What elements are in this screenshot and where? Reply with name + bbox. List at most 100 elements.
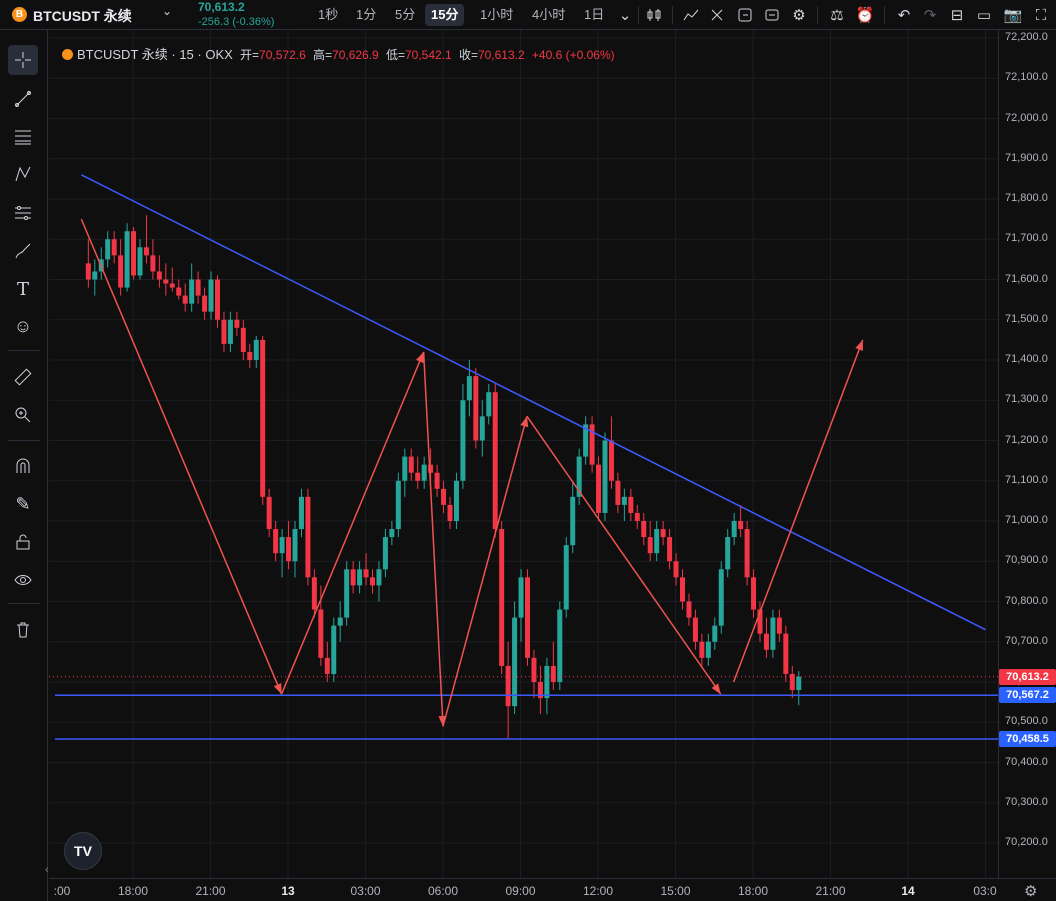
candle-body xyxy=(266,496,272,530)
legend-close: 70,613.2 xyxy=(477,48,525,62)
candle-body xyxy=(725,537,731,570)
candle-body xyxy=(286,537,292,562)
candle-body xyxy=(596,464,602,513)
price-tick: 70,300.0 xyxy=(1005,795,1048,808)
candle-body xyxy=(428,464,434,473)
timeframe-1h[interactable]: 1小时 xyxy=(480,7,514,22)
candle-body xyxy=(589,424,595,465)
price-tick: 71,600.0 xyxy=(1005,272,1048,285)
zoom-icon[interactable] xyxy=(8,400,38,430)
timeframe-1d[interactable]: 1日 xyxy=(584,7,605,22)
time-axis[interactable] xyxy=(49,878,1056,901)
alert-icon[interactable] xyxy=(763,6,781,24)
compare-icon[interactable]: ⚖ xyxy=(830,7,844,24)
eye-icon[interactable] xyxy=(8,565,38,595)
tradingview-logo[interactable]: TV xyxy=(64,832,102,870)
timeframe-4h[interactable]: 4小时 xyxy=(532,7,566,22)
emoji-icon[interactable]: ☺ xyxy=(13,315,33,336)
candle-body xyxy=(531,657,537,682)
settings-icon[interactable]: ⚙ xyxy=(792,7,806,24)
pattern-arrowhead xyxy=(415,351,424,363)
undo-icon[interactable]: ↶ xyxy=(897,7,911,24)
candles-icon[interactable] xyxy=(645,6,663,24)
symbol-search-button[interactable]: BTCUSDT 永续 xyxy=(33,8,132,24)
candle-body xyxy=(189,279,195,304)
fib-icon[interactable] xyxy=(8,121,38,151)
candle-body xyxy=(680,577,685,602)
legend-low: 70,542.1 xyxy=(404,48,452,62)
candle-body xyxy=(537,682,543,699)
candle-body xyxy=(273,529,279,554)
time-tick: 14 xyxy=(901,884,915,898)
crosshair-icon[interactable] xyxy=(8,45,38,75)
forecast-icon[interactable] xyxy=(8,198,38,228)
timeframe-15m[interactable]: 15分 xyxy=(425,4,465,26)
time-tick: 03:0 xyxy=(973,884,997,898)
candle-body xyxy=(660,529,666,538)
pattern-arrow-line xyxy=(442,416,528,727)
candle-body xyxy=(331,625,337,674)
expand-icon[interactable]: ⛶ xyxy=(1035,6,1047,24)
price-axis[interactable] xyxy=(998,30,1056,878)
candle-body xyxy=(783,633,789,674)
candle-body xyxy=(460,400,466,481)
candle-body xyxy=(789,673,795,691)
candle-body xyxy=(466,376,472,401)
pattern-arrowhead xyxy=(855,339,864,351)
candle-body xyxy=(311,577,317,610)
trend-line-icon[interactable] xyxy=(8,84,38,114)
layout-icon[interactable]: ⊟ xyxy=(950,7,964,24)
scroll-left-icon[interactable]: ‹ xyxy=(45,864,49,876)
lock-drawing-icon[interactable]: ✎ xyxy=(15,493,31,514)
bitcoin-icon xyxy=(62,49,73,60)
candle-body xyxy=(486,392,492,417)
text-icon[interactable]: T xyxy=(16,278,29,300)
price-change: -256.3 (-0.36%) xyxy=(198,16,275,28)
fullscreen-icon[interactable]: ▭ xyxy=(976,7,992,24)
lock-icon[interactable] xyxy=(8,527,38,557)
templates-icon[interactable] xyxy=(708,6,726,24)
candle-body xyxy=(221,319,227,344)
pattern-arrow-line xyxy=(526,415,722,695)
camera-icon[interactable]: 📷 xyxy=(1003,7,1023,24)
timeframe-1s[interactable]: 1秒 xyxy=(318,7,339,22)
timeframe-menu-chevron-icon[interactable]: ⌄ xyxy=(618,7,632,24)
trash-icon[interactable] xyxy=(8,615,38,645)
candle-body xyxy=(382,537,388,570)
candle-body xyxy=(628,496,634,513)
candle-body xyxy=(111,239,117,256)
candle-body xyxy=(247,351,253,360)
time-tick: 15:00 xyxy=(660,884,691,898)
candle-body xyxy=(176,287,182,296)
alert-add-icon[interactable]: ⏰ xyxy=(855,7,875,24)
candle-body xyxy=(182,295,188,304)
candle-body xyxy=(318,609,324,658)
brush-icon[interactable] xyxy=(8,236,38,266)
pattern-arrow-line xyxy=(422,351,444,727)
candle-body xyxy=(292,529,298,562)
pattern-icon[interactable] xyxy=(8,159,38,189)
candle-body xyxy=(692,617,698,642)
replay-icon[interactable] xyxy=(736,6,754,24)
price-tick: 71,800.0 xyxy=(1005,192,1048,204)
chevron-down-icon[interactable]: ⌄ xyxy=(162,4,173,18)
candle-body xyxy=(421,464,427,481)
price-tick: 70,200.0 xyxy=(1005,836,1048,848)
bitcoin-icon: B xyxy=(12,7,27,22)
timeframe-5m[interactable]: 5分 xyxy=(395,7,416,22)
price-chart[interactable] xyxy=(49,30,998,878)
axis-settings-icon[interactable]: ⚙ xyxy=(1024,883,1038,900)
indicators-icon[interactable] xyxy=(682,6,700,24)
candle-body xyxy=(279,537,285,554)
ruler-icon[interactable] xyxy=(8,362,38,392)
candle-body xyxy=(118,255,124,288)
price-tick: 72,200.0 xyxy=(1005,31,1048,43)
time-tick: 18:00 xyxy=(117,884,149,898)
timeframe-1m[interactable]: 1分 xyxy=(356,7,377,22)
candle-body xyxy=(350,569,356,586)
candle-body xyxy=(208,279,214,312)
redo-icon[interactable]: ↷ xyxy=(923,7,937,24)
magnet-icon[interactable] xyxy=(8,451,38,481)
candle-body xyxy=(324,657,330,674)
candle-body xyxy=(240,327,246,352)
